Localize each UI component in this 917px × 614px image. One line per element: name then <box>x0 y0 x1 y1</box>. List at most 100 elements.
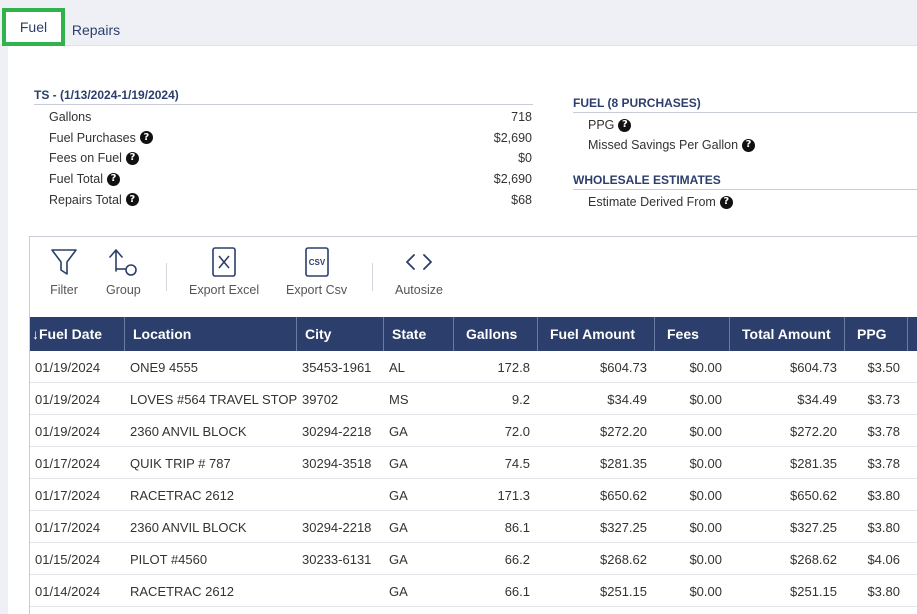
summary-label: Fuel Purchases <box>49 130 136 145</box>
column-header-ppg[interactable]: PPG <box>845 317 908 351</box>
cell-gallons: 72.0 <box>504 423 530 439</box>
cell-ppg: $3.80 <box>867 583 900 599</box>
filter-button[interactable]: Filter <box>50 247 78 297</box>
cell-ppg: $3.80 <box>867 519 900 535</box>
column-header-total-amount[interactable]: Total Amount <box>730 317 845 351</box>
table-row[interactable]: 01/17/2024 QUIK TRIP # 787 30294-3518 GA 74.… <box>30 447 917 479</box>
tab-repairs[interactable]: Repairs <box>71 22 121 38</box>
cell-gallons: 74.5 <box>504 455 530 471</box>
autosize-button[interactable]: Autosize <box>395 247 443 297</box>
csv-icon-text: CSV <box>308 258 325 267</box>
column-header-fuel-amount[interactable]: Fuel Amount <box>538 317 655 351</box>
cell-fuel-date: 01/19/2024 <box>35 359 101 375</box>
column-header-state[interactable]: State <box>384 317 454 351</box>
help-icon[interactable]: ? <box>618 118 632 132</box>
cell-state: GA <box>389 487 408 503</box>
cell-location: RACETRAC 2612 <box>130 487 235 503</box>
excel-icon <box>212 247 236 277</box>
cell-total-amount: $268.62 <box>790 551 837 567</box>
cell-city: 39702 <box>302 391 339 407</box>
cell-fuel-amount: $604.73 <box>600 359 647 375</box>
summary-label: Gallons <box>49 110 92 124</box>
cell-total-amount: $251.15 <box>790 583 837 599</box>
table-row[interactable]: 01/14/2024 RACETRAC 2612 GA 66.1 $251.15 $0.0… <box>30 575 917 607</box>
left-strip <box>0 46 8 614</box>
cell-total-amount: $34.49 <box>797 391 837 407</box>
fuel-section: FUEL (8 PURCHASES) PPG? Missed Savings P… <box>573 96 917 155</box>
help-icon[interactable]: ? <box>106 172 120 186</box>
tab-fuel[interactable]: Fuel <box>2 8 65 46</box>
filter-label: Filter <box>50 283 78 297</box>
cell-fees: $0.00 <box>689 487 722 503</box>
cell-location: ONE9 4555 <box>130 359 198 375</box>
summary-row-fuel-purchases: Fuel Purchases? $2,690 <box>34 129 534 150</box>
summary-panel: TS - (1/13/2024-1/19/2024) Gallons 718 F… <box>34 88 534 211</box>
group-button[interactable]: Group <box>106 247 141 297</box>
help-icon[interactable]: ? <box>742 138 756 152</box>
table-body: 01/19/2024 ONE9 4555 35453-1961 AL 172.8 $604… <box>30 351 917 607</box>
export-csv-button[interactable]: CSV Export Csv <box>286 247 347 297</box>
cell-fuel-date: 01/17/2024 <box>35 455 101 471</box>
cell-state: MS <box>389 391 409 407</box>
column-header-gallons[interactable]: Gallons <box>454 317 538 351</box>
table-header: ↓Fuel Date Location City State Gallons F… <box>30 317 917 351</box>
cell-fuel-date: 01/15/2024 <box>35 551 101 567</box>
help-icon[interactable]: ? <box>125 193 139 207</box>
export-excel-button[interactable]: Export Excel <box>189 247 259 297</box>
cell-city: 30294-2218 <box>302 423 372 439</box>
column-header-location[interactable]: Location <box>125 317 297 351</box>
cell-city <box>297 575 384 607</box>
column-header-fuel-date[interactable]: ↓Fuel Date <box>30 317 125 351</box>
summary-label: Repairs Total <box>49 192 122 207</box>
cell-gallons: 171.3 <box>497 487 530 503</box>
cell-gallons: 9.2 <box>511 391 530 407</box>
cell-fuel-date: 01/19/2024 <box>35 423 101 439</box>
cell-fuel-date: 01/19/2024 <box>35 391 101 407</box>
cell-total-amount: $327.25 <box>790 519 837 535</box>
fuel-row-label: PPG <box>588 118 615 132</box>
wholesale-row-estimate: Estimate Derived From? <box>573 192 917 212</box>
summary-row-repairs-total: Repairs Total? $68 <box>34 191 534 212</box>
cell-fuel-amount: $34.49 <box>607 391 647 407</box>
table-row[interactable]: 01/15/2024 PILOT #4560 30233-6131 GA 66.2 $26… <box>30 543 917 575</box>
cell-fuel-amount: $268.62 <box>600 551 647 567</box>
cell-fuel-amount: $650.62 <box>600 487 647 503</box>
wholesale-row-label: Estimate Derived From <box>588 195 716 209</box>
table-row[interactable]: 01/19/2024 ONE9 4555 35453-1961 AL 172.8 $604… <box>30 351 917 383</box>
table-row[interactable]: 01/17/2024 2360 ANVIL BLOCK 30294-2218 GA 86… <box>30 511 917 543</box>
export-csv-label: Export Csv <box>286 283 348 297</box>
help-icon[interactable]: ? <box>719 195 733 209</box>
cell-ppg: $3.50 <box>867 359 900 375</box>
cell-location: RACETRAC 2612 <box>130 583 235 599</box>
summary-title: TS - (1/13/2024-1/19/2024) <box>34 88 533 105</box>
csv-icon: CSV <box>304 247 329 277</box>
cell-fuel-amount: $251.15 <box>600 583 647 599</box>
help-icon[interactable]: ? <box>139 131 153 145</box>
summary-row-fuel-total: Fuel Total? $2,690 <box>34 170 534 191</box>
column-header-fees[interactable]: Fees <box>655 317 730 351</box>
table-row[interactable]: 01/19/2024 LOVES #564 TRAVEL STOP 39702 MS 9… <box>30 383 917 415</box>
fuel-grid: Filter Group Export Excel CSV Export Csv <box>29 236 917 614</box>
group-label: Group <box>106 283 141 297</box>
autosize-label: Autosize <box>395 283 443 297</box>
cell-city: 30294-2218 <box>302 519 372 535</box>
filter-icon <box>51 249 77 275</box>
help-icon[interactable]: ? <box>125 151 139 165</box>
cell-ppg: $3.73 <box>867 391 900 407</box>
cell-location: 2360 ANVIL BLOCK <box>130 519 247 535</box>
summary-value: $2,690 <box>493 172 532 187</box>
tab-bar: Fuel Repairs <box>0 0 917 46</box>
column-header-city[interactable]: City <box>297 317 384 351</box>
summary-label: Fuel Total <box>49 172 103 187</box>
summary-value: $0 <box>518 151 532 166</box>
cell-city: 30294-3518 <box>302 455 372 471</box>
cell-fees: $0.00 <box>689 583 722 599</box>
cell-location: LOVES #564 TRAVEL STOP <box>130 391 297 407</box>
table-row[interactable]: 01/17/2024 RACETRAC 2612 GA 171.3 $650.62 $0.… <box>30 479 917 511</box>
cell-fees: $0.00 <box>689 455 722 471</box>
cell-total-amount: $272.20 <box>790 423 837 439</box>
summary-value: 718 <box>511 110 532 124</box>
toolbar-divider <box>166 263 167 291</box>
table-row[interactable]: 01/19/2024 2360 ANVIL BLOCK 30294-2218 GA 72… <box>30 415 917 447</box>
cell-state: GA <box>389 423 408 439</box>
